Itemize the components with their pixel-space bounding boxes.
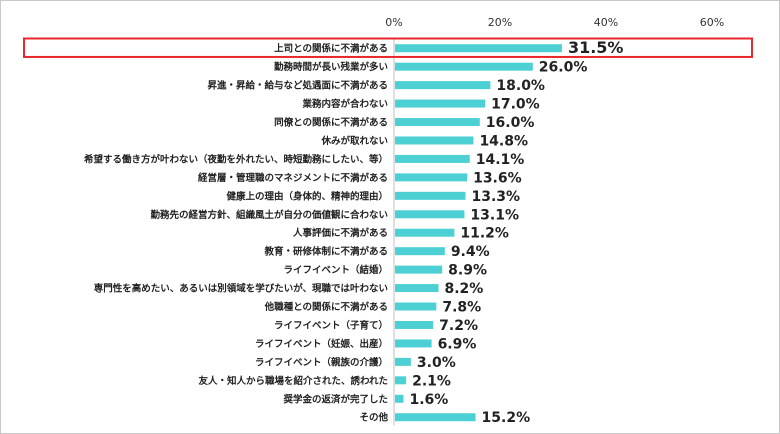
category-label: 専門性を高めたい、あるいは別領域を学びたいが、現職では叶わない — [94, 283, 388, 295]
value-label: 8.9% — [448, 263, 487, 279]
bar — [395, 99, 486, 108]
value-label: 16.0% — [486, 115, 535, 131]
bar — [395, 394, 404, 403]
value-label: 2.1% — [412, 373, 451, 389]
category-label: 昇進・昇給・給与など処遇面に不満がある — [207, 80, 388, 92]
x-tick-label: 60% — [700, 16, 724, 29]
value-label: 13.6% — [473, 170, 522, 186]
category-label: 勤務先の経営方針、組織風土が自分の価値観に合わない — [150, 209, 388, 221]
value-label: 17.0% — [491, 97, 540, 113]
value-label: 1.6% — [409, 392, 448, 408]
bar — [395, 320, 434, 329]
value-label: 26.0% — [539, 60, 588, 76]
category-label: 休みが取れない — [320, 135, 388, 147]
bar — [395, 376, 407, 385]
category-label: 他職種との関係に不満がある — [264, 301, 388, 313]
value-label: 18.0% — [496, 78, 545, 94]
bar — [395, 413, 476, 422]
category-label: 健康上の理由（身体的、精神的理由） — [226, 190, 388, 202]
bar — [395, 136, 474, 145]
bar — [395, 173, 468, 182]
value-label: 7.2% — [439, 318, 478, 334]
value-label: 11.2% — [460, 226, 509, 242]
bar — [395, 339, 432, 348]
category-label: 上司との関係に不満がある — [274, 43, 388, 55]
category-label: 人事評価に不満がある — [293, 227, 388, 239]
value-label: 8.2% — [444, 281, 483, 297]
bar — [395, 284, 439, 293]
value-label: 14.1% — [476, 152, 525, 168]
category-label: 業務内容が合わない — [301, 98, 388, 110]
x-tick-label: 20% — [488, 16, 512, 29]
value-label: 13.1% — [470, 207, 519, 223]
category-label: ライフイベント（子育て） — [274, 319, 388, 331]
x-tick-label: 0% — [385, 16, 402, 29]
category-label: ライフイベント（結婚） — [283, 264, 388, 276]
value-label: 3.0% — [417, 355, 456, 371]
bar — [395, 62, 533, 71]
bar — [395, 191, 466, 200]
value-label: 14.8% — [479, 133, 528, 149]
highlight-box — [23, 37, 753, 58]
bar — [395, 210, 465, 219]
category-label: ライフイベント（親族の介護） — [255, 356, 388, 368]
category-label: 友人・知人から職場を紹介された、誘われた — [197, 375, 388, 387]
value-label: 9.4% — [451, 244, 490, 260]
value-label: 13.3% — [471, 189, 520, 205]
bar — [395, 302, 437, 311]
bar — [395, 118, 480, 127]
bar — [395, 265, 443, 274]
category-label: 経営層・管理職のマネジメントに不満がある — [198, 172, 388, 184]
bar — [395, 44, 562, 53]
value-label: 7.8% — [442, 300, 481, 316]
bar — [395, 228, 455, 237]
bar — [395, 81, 491, 90]
value-label: 6.9% — [438, 336, 477, 352]
category-label: 希望する働き方が叶わない（夜勤を外れたい、時短勤務にしたい、等） — [84, 153, 388, 165]
value-label: 15.2% — [482, 410, 531, 426]
bar — [395, 357, 411, 366]
category-label: ライフイベント（妊娠、出産） — [255, 338, 388, 350]
category-label: 勤務時間が長い残業が多い — [274, 61, 388, 73]
category-label: 奨学金の返済が完了した — [282, 393, 388, 405]
bar — [395, 247, 445, 256]
category-label: 教育・研修体制に不満がある — [263, 246, 388, 258]
category-label: 同僚との関係に不満がある — [274, 117, 388, 129]
bar — [395, 154, 470, 163]
category-label: その他 — [359, 412, 388, 424]
value-label: 31.5% — [568, 38, 624, 57]
x-tick-label: 40% — [594, 16, 618, 29]
